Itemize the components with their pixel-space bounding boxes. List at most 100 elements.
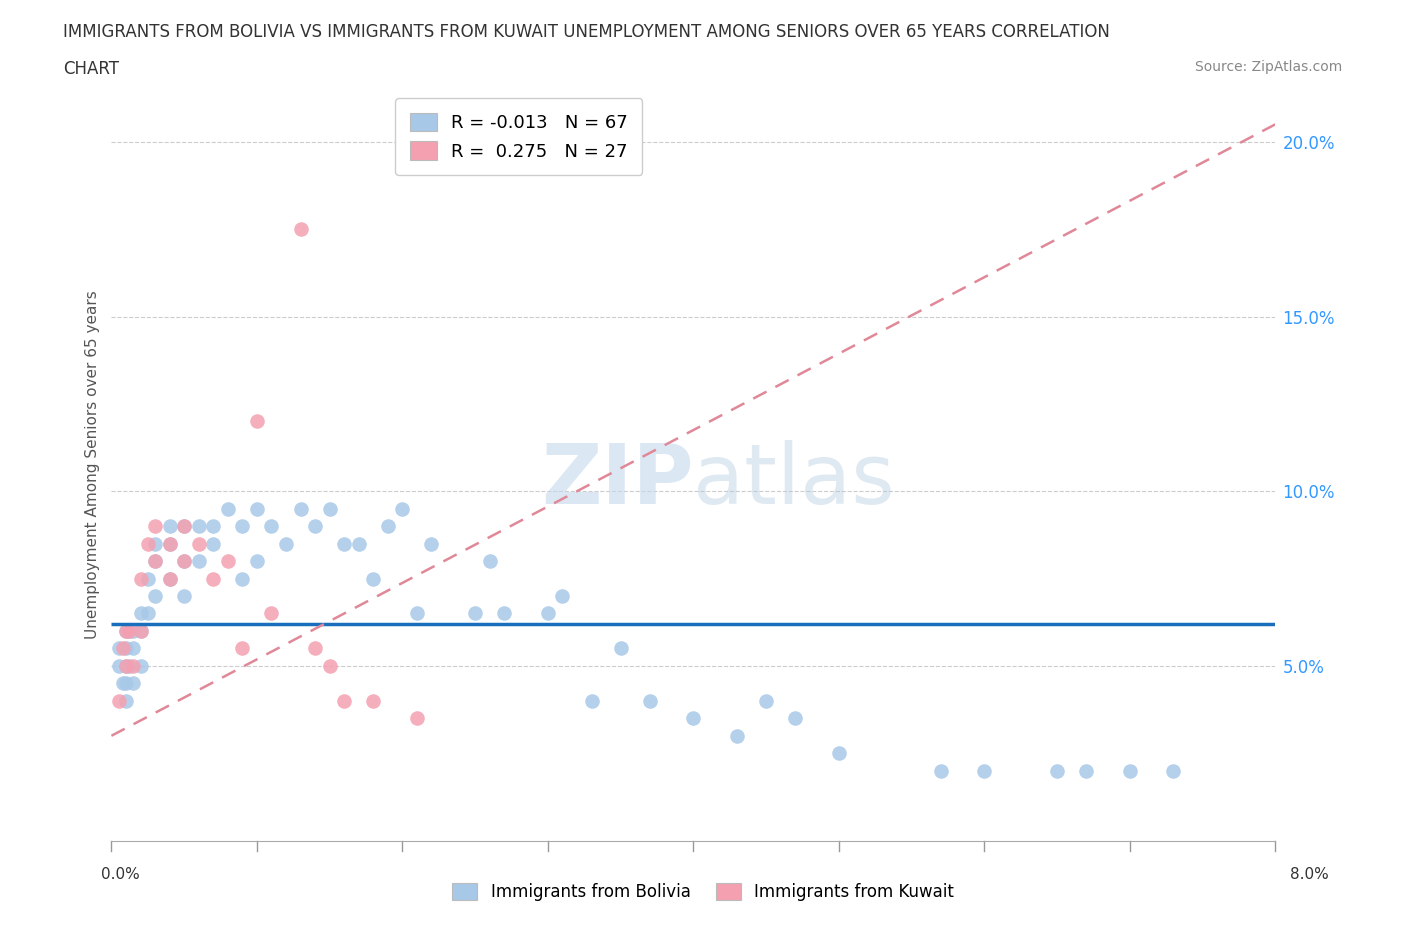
Point	[217, 553, 239, 568]
Point	[143, 553, 166, 568]
Point	[115, 623, 138, 638]
Legend: Immigrants from Bolivia, Immigrants from Kuwait: Immigrants from Bolivia, Immigrants from…	[446, 876, 960, 908]
Point	[406, 711, 429, 725]
Point	[118, 658, 141, 673]
Point	[143, 537, 166, 551]
Point	[1119, 764, 1142, 778]
Point	[973, 764, 995, 778]
Point	[333, 694, 356, 709]
Point	[217, 501, 239, 516]
Point	[391, 501, 413, 516]
Point	[159, 571, 181, 586]
Point	[361, 571, 384, 586]
Point	[1076, 764, 1098, 778]
Text: 0.0%: 0.0%	[101, 867, 141, 882]
Point	[122, 658, 145, 673]
Legend: R = -0.013   N = 67, R =  0.275   N = 27: R = -0.013 N = 67, R = 0.275 N = 27	[395, 99, 643, 175]
Point	[682, 711, 704, 725]
Point	[551, 589, 574, 604]
Point	[143, 553, 166, 568]
Point	[406, 606, 429, 621]
Text: IMMIGRANTS FROM BOLIVIA VS IMMIGRANTS FROM KUWAIT UNEMPLOYMENT AMONG SENIORS OVE: IMMIGRANTS FROM BOLIVIA VS IMMIGRANTS FR…	[63, 23, 1111, 41]
Point	[420, 537, 443, 551]
Point	[122, 623, 145, 638]
Point	[159, 519, 181, 534]
Point	[136, 537, 159, 551]
Point	[638, 694, 661, 709]
Point	[159, 537, 181, 551]
Point	[115, 641, 138, 656]
Point	[129, 606, 152, 621]
Point	[187, 519, 209, 534]
Point	[828, 746, 851, 761]
Point	[202, 537, 225, 551]
Point	[377, 519, 399, 534]
Point	[304, 641, 326, 656]
Point	[159, 571, 181, 586]
Point	[115, 658, 138, 673]
Point	[333, 537, 356, 551]
Point	[112, 641, 135, 656]
Point	[290, 501, 312, 516]
Point	[260, 519, 283, 534]
Point	[112, 676, 135, 691]
Point	[143, 519, 166, 534]
Text: 8.0%: 8.0%	[1289, 867, 1329, 882]
Point	[929, 764, 952, 778]
Text: atlas: atlas	[693, 440, 896, 521]
Text: ZIP: ZIP	[541, 440, 693, 521]
Point	[231, 641, 253, 656]
Point	[290, 221, 312, 236]
Point	[304, 519, 326, 534]
Point	[785, 711, 807, 725]
Point	[318, 658, 340, 673]
Point	[202, 571, 225, 586]
Point	[725, 728, 748, 743]
Point	[129, 623, 152, 638]
Point	[260, 606, 283, 621]
Text: Source: ZipAtlas.com: Source: ZipAtlas.com	[1195, 60, 1343, 74]
Point	[1163, 764, 1185, 778]
Y-axis label: Unemployment Among Seniors over 65 years: Unemployment Among Seniors over 65 years	[86, 290, 100, 640]
Text: CHART: CHART	[63, 60, 120, 78]
Point	[173, 553, 195, 568]
Point	[159, 537, 181, 551]
Point	[1046, 764, 1069, 778]
Point	[107, 694, 129, 709]
Point	[537, 606, 560, 621]
Point	[187, 537, 209, 551]
Point	[136, 606, 159, 621]
Point	[143, 589, 166, 604]
Point	[581, 694, 603, 709]
Point	[478, 553, 501, 568]
Point	[107, 641, 129, 656]
Point	[494, 606, 516, 621]
Point	[115, 658, 138, 673]
Point	[173, 519, 195, 534]
Point	[361, 694, 384, 709]
Point	[118, 623, 141, 638]
Point	[187, 553, 209, 568]
Point	[755, 694, 778, 709]
Point	[464, 606, 486, 621]
Point	[136, 571, 159, 586]
Point	[129, 571, 152, 586]
Point	[173, 553, 195, 568]
Point	[173, 519, 195, 534]
Point	[202, 519, 225, 534]
Point	[246, 501, 269, 516]
Point	[115, 623, 138, 638]
Point	[347, 537, 370, 551]
Point	[118, 623, 141, 638]
Point	[231, 571, 253, 586]
Point	[173, 589, 195, 604]
Point	[231, 519, 253, 534]
Point	[122, 641, 145, 656]
Point	[318, 501, 340, 516]
Point	[129, 623, 152, 638]
Point	[609, 641, 631, 656]
Point	[129, 658, 152, 673]
Point	[115, 694, 138, 709]
Point	[122, 676, 145, 691]
Point	[274, 537, 297, 551]
